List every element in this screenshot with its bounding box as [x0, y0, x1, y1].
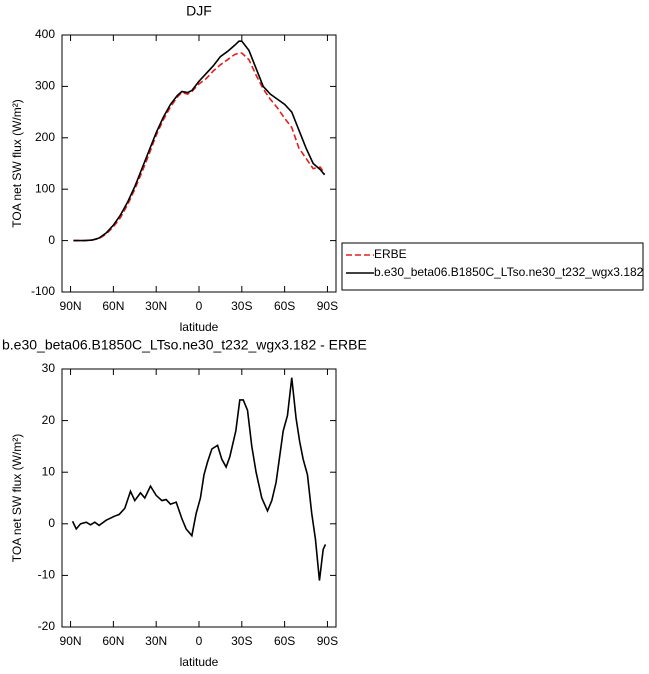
x-tick-label: 60N — [102, 634, 124, 648]
x-tick-label: 90N — [60, 634, 82, 648]
y-tick-label: 200 — [35, 130, 55, 144]
x-tick-label: 30S — [231, 299, 252, 313]
y-tick-label: 20 — [42, 413, 56, 427]
legend-frame — [341, 242, 644, 291]
y-axis-label: TOA net SW flux (W/m²) — [10, 99, 24, 227]
y-tick-label: 0 — [48, 516, 55, 530]
y-tick-label: -100 — [31, 284, 55, 298]
chart-title: DJF — [186, 3, 212, 19]
y-tick-label: 100 — [35, 181, 55, 195]
x-tick-label: 90S — [317, 634, 338, 648]
legend-label: ERBE — [374, 247, 407, 261]
x-axis-label: latitude — [180, 320, 219, 334]
y-tick-label: -20 — [38, 619, 56, 633]
y-tick-label: 0 — [48, 233, 55, 247]
x-tick-label: 30N — [145, 634, 167, 648]
y-tick-label: 30 — [42, 361, 56, 375]
y-tick-label: 400 — [35, 27, 55, 41]
y-tick-label: -10 — [38, 568, 56, 582]
x-tick-label: 60N — [102, 299, 124, 313]
data-line — [73, 40, 326, 242]
x-tick-label: 60S — [274, 634, 295, 648]
x-tick-label: 0 — [196, 299, 203, 313]
x-axis-label: latitude — [180, 655, 219, 669]
legend: ERBE b.e30_beta06.B1850C_LTso.ne30_t232_w… — [341, 242, 644, 291]
legend-label: b.e30_beta06.B1850C_LTso.ne30_t232_wgx3.… — [374, 265, 644, 279]
x-tick-label: 30N — [145, 299, 167, 313]
x-tick-label: 90S — [317, 299, 338, 313]
x-tick-label: 60S — [274, 299, 295, 313]
x-tick-label: 30S — [231, 634, 252, 648]
chart-title: b.e30_beta06.B1850C_LTso.ne30_t232_wgx3.… — [2, 337, 367, 353]
plot-frame — [61, 34, 337, 293]
y-tick-label: 300 — [35, 79, 55, 93]
data-line — [71, 377, 327, 581]
data-line — [73, 52, 326, 242]
x-tick-label: 0 — [196, 634, 203, 648]
y-axis-label: TOA net SW flux (W/m²) — [10, 434, 24, 562]
y-tick-label: 10 — [42, 464, 56, 478]
x-tick-label: 90N — [60, 299, 82, 313]
